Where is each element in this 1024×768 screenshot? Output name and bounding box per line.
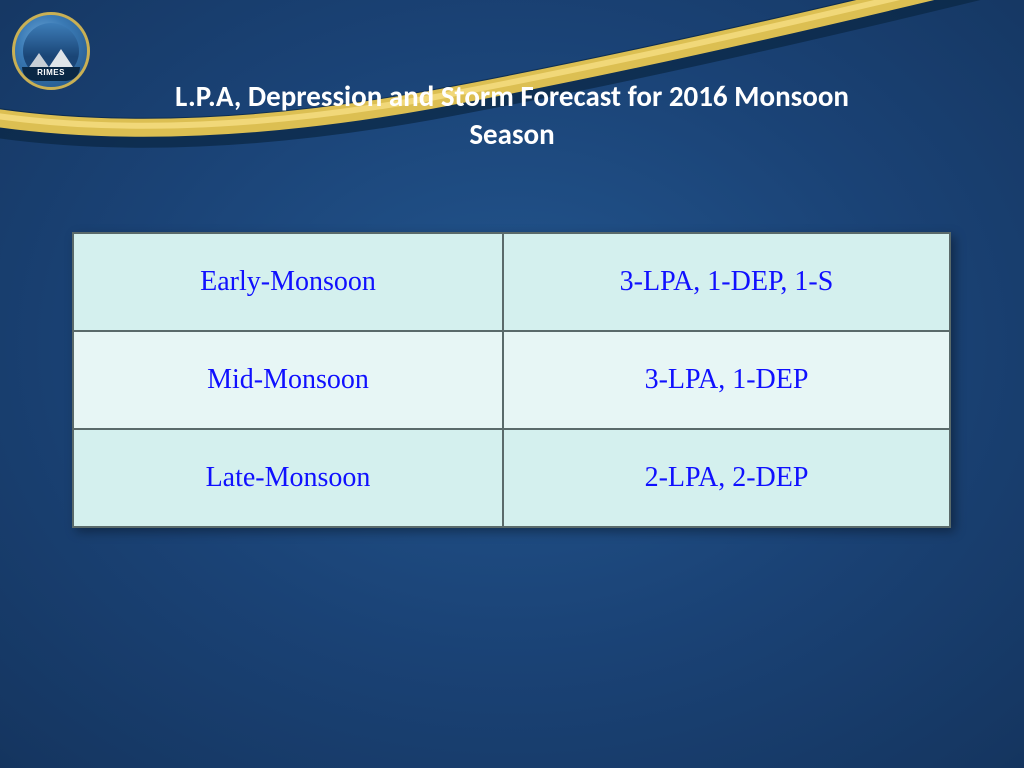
phase-cell: Early-Monsoon [73, 233, 503, 331]
slide-title: L.P.A, Depression and Storm Forecast for… [0, 78, 1024, 153]
forecast-cell: 3-LPA, 1-DEP [503, 331, 950, 429]
forecast-cell: 3-LPA, 1-DEP, 1-S [503, 233, 950, 331]
table-row: Early-Monsoon 3-LPA, 1-DEP, 1-S [73, 233, 950, 331]
forecast-cell: 2-LPA, 2-DEP [503, 429, 950, 527]
phase-cell: Mid-Monsoon [73, 331, 503, 429]
forecast-table: Early-Monsoon 3-LPA, 1-DEP, 1-S Mid-Mons… [72, 232, 951, 528]
phase-cell: Late-Monsoon [73, 429, 503, 527]
table-row: Mid-Monsoon 3-LPA, 1-DEP [73, 331, 950, 429]
table-row: Late-Monsoon 2-LPA, 2-DEP [73, 429, 950, 527]
